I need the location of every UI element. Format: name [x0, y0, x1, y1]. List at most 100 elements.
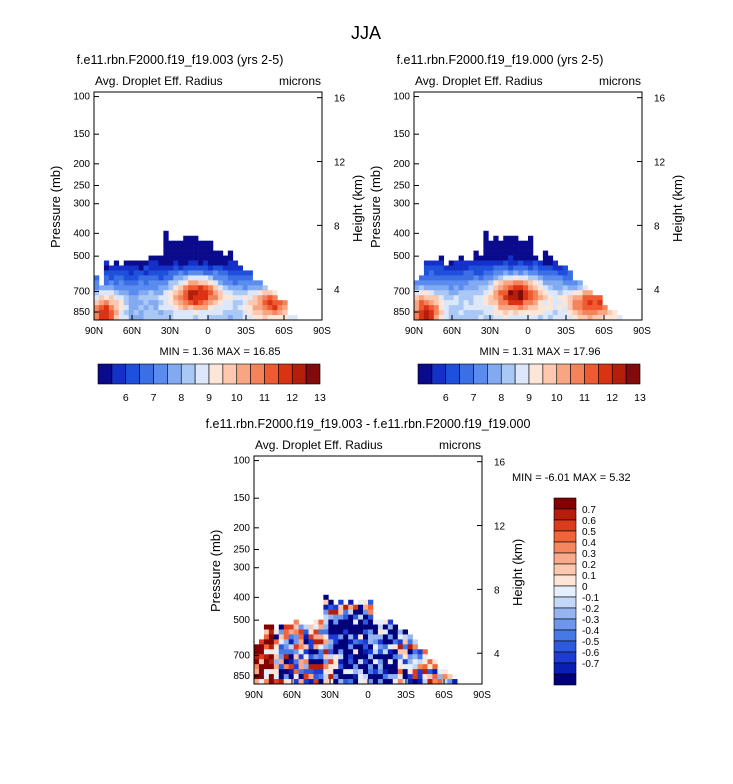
- panel-diff-cell: [422, 679, 428, 685]
- panel-a-cell: [208, 265, 214, 271]
- panel-diff-cell: [348, 624, 354, 630]
- panel-a-cell: [163, 295, 169, 301]
- panel-b-cell: [478, 280, 484, 286]
- panel-diff-cell: [368, 659, 374, 665]
- panel-a-cell: [143, 285, 149, 291]
- panel-a-cell: [113, 305, 120, 311]
- panel-diff-cell: [323, 594, 329, 601]
- panel-b-cell: [532, 260, 539, 266]
- panel-b-cell: [597, 315, 603, 321]
- panel-diff-cell: [293, 659, 299, 665]
- panel-a-cell: [108, 300, 115, 306]
- panel-diff-cell: [263, 624, 270, 630]
- panel-diff-cell: [328, 604, 334, 610]
- panel-a-cell: [128, 315, 134, 321]
- panel-b-cell: [483, 275, 489, 281]
- panel-a-cell: [143, 305, 149, 311]
- panel-b-cell: [562, 290, 568, 296]
- panel-diff-cell: [333, 619, 339, 625]
- panel-b-cell: [572, 280, 578, 286]
- panel-b-cell: [508, 240, 514, 246]
- panel-diff-cell: [372, 659, 379, 665]
- panel-b-cell: [523, 305, 529, 311]
- panel-diff-cell: [372, 629, 379, 635]
- panel-b-cell: [448, 310, 454, 316]
- panel-b-cell: [557, 265, 563, 271]
- panel-b-cell: [528, 305, 534, 311]
- panel-diff-cell: [273, 634, 280, 640]
- panel-diff-cell: [308, 679, 314, 685]
- panel-a-cell: [143, 275, 149, 281]
- panel-a-cell: [153, 290, 159, 296]
- panel-diff-y-axis-label: Pressure (mb): [208, 530, 223, 612]
- panel-diff-cell: [343, 639, 349, 645]
- panel-b-colorbar-box: [417, 363, 433, 385]
- panel-b-cell: [458, 300, 464, 306]
- panel-b-y2-tick-label: 8: [654, 221, 660, 232]
- panel-diff-colorbar-label: 0: [582, 582, 588, 593]
- panel-diff-cell: [397, 669, 403, 675]
- panel-b-colorbar-box: [584, 363, 599, 385]
- panel-b-cell: [532, 255, 539, 261]
- panel-a-cell: [168, 240, 174, 246]
- panel-a-cell: [98, 305, 105, 311]
- panel-a-cell: [227, 270, 234, 276]
- panel-b-cell: [423, 260, 430, 266]
- panel-a-cell: [188, 300, 194, 306]
- panel-a-cell: [103, 295, 110, 301]
- panel-diff-cell: [387, 649, 394, 655]
- panel-diff-cell: [298, 649, 304, 655]
- panel-a-cell: [222, 310, 229, 316]
- panel-diff-cell: [343, 619, 349, 625]
- panel-a-cell: [252, 310, 258, 316]
- panel-a-cell: [203, 290, 209, 296]
- panel-a-cell: [183, 310, 189, 316]
- panel-b-cell: [528, 315, 534, 321]
- panel-a-cell: [158, 310, 164, 316]
- panel-b-cell: [577, 285, 583, 291]
- panel-b-colorbar-box: [500, 363, 516, 385]
- panel-a-y-tick-label: 100: [73, 92, 90, 103]
- panel-b-cell: [428, 305, 435, 311]
- panel-a-cell: [203, 280, 209, 286]
- panel-b-cell: [528, 235, 534, 241]
- panel-diff-cell: [308, 634, 314, 640]
- panel-a-cell: [247, 285, 253, 291]
- panel-diff-cell: [422, 674, 428, 680]
- panel-diff-colorbar-box: [553, 640, 577, 653]
- panel-diff-cell: [358, 659, 364, 665]
- panel-b-cell: [518, 315, 524, 321]
- panel-b-cell: [418, 300, 425, 306]
- panel-a-cell: [108, 285, 115, 291]
- panel-diff-cell: [348, 609, 354, 615]
- panel-a-colorbar-box: [139, 363, 154, 385]
- panel-b-cell: [488, 265, 494, 271]
- panel-diff-cell: [358, 599, 364, 605]
- panel-a-cell: [168, 250, 174, 256]
- panel-diff-cell: [368, 629, 374, 635]
- panel-a-cell: [94, 275, 100, 281]
- panel-a-cell: [133, 260, 139, 266]
- panel-b-cell: [557, 315, 563, 321]
- panel-a-cell: [148, 270, 154, 276]
- panel-a-cell: [208, 275, 214, 281]
- panel-b-cell: [513, 275, 519, 281]
- panel-b-cell: [414, 295, 420, 301]
- panel-diff-cell: [278, 679, 285, 685]
- panel-b-cell: [528, 240, 534, 246]
- panel-diff-cell: [313, 664, 319, 670]
- panel-diff-cell: [387, 619, 394, 625]
- panel-diff-cell: [318, 674, 324, 680]
- panel-diff-cell: [387, 629, 394, 635]
- panel-b-colorbar-label: 6: [443, 392, 449, 404]
- panel-a-cell: [217, 285, 224, 291]
- panel-diff-colorbar-label: 0.2: [582, 560, 596, 571]
- panel-a-cell: [198, 275, 204, 281]
- panel-b-cell: [433, 270, 440, 276]
- panel-b-cell: [518, 310, 524, 316]
- panel-a-cell: [153, 305, 159, 311]
- panel-a-cell: [227, 300, 234, 306]
- panel-b-cell: [463, 285, 469, 291]
- panel-b-cell: [473, 285, 479, 291]
- panel-b-cell: [493, 240, 499, 246]
